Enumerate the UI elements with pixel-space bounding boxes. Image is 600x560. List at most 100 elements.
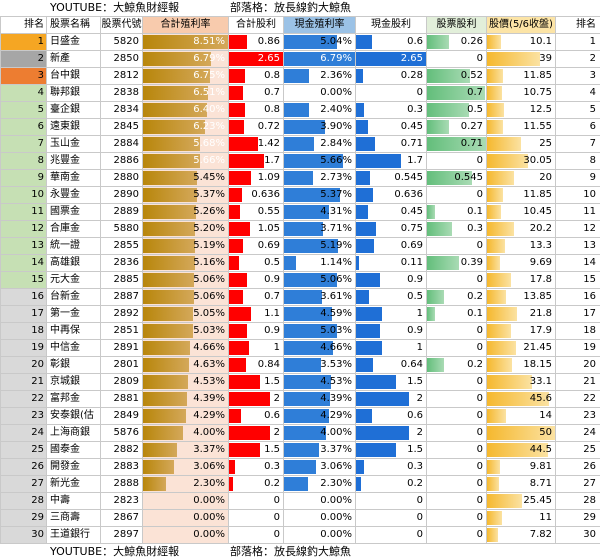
total-dividend-value: 1.5	[264, 442, 280, 458]
cash-dividend-cell: 0.9	[356, 272, 427, 289]
total-yield-cell: 8.51%	[143, 34, 229, 51]
stock-dividend-value: 0	[477, 187, 483, 203]
rank-cell: 26	[1, 459, 47, 476]
price-bar	[487, 528, 498, 542]
stock-dividend-bar	[427, 307, 435, 321]
total-dividend-cell: 1.42	[229, 136, 284, 153]
price-cell: 10.1	[487, 34, 556, 51]
header-row: 排名 股票名稱 股票代號 合計殖利率 合計股利 現金殖利率 現金股利 股票股利 …	[1, 17, 600, 34]
stock-dividend-bar	[427, 358, 444, 372]
cash-dividend-cell: 0.9	[356, 323, 427, 340]
cash-yield-value: 2.36%	[320, 68, 352, 84]
total-dividend-cell: 0.7	[229, 85, 284, 102]
stock-dividend-cell: 0	[427, 391, 487, 408]
rank-right: 15	[556, 272, 600, 289]
total-dividend-value: 0.5	[264, 255, 280, 271]
stock-code: 2882	[101, 442, 143, 459]
price-value: 11.85	[523, 187, 552, 203]
stock-dividend-value: 0	[477, 493, 483, 509]
total-dividend-cell: 2.65	[229, 51, 284, 68]
price-value: 50	[539, 425, 552, 441]
cash-yield-cell: 6.79%	[284, 51, 356, 68]
rank-right: 21	[556, 374, 600, 391]
cash-dividend-cell: 2	[356, 425, 427, 442]
total-dividend-value: 0.8	[264, 102, 280, 118]
rank-cell: 1	[1, 34, 47, 51]
stock-dividend-cell: 0.5	[427, 102, 487, 119]
stock-name: 三商壽	[47, 510, 101, 527]
cash-yield-value: 5.19%	[320, 238, 352, 254]
stock-code: 2883	[101, 459, 143, 476]
price-bar	[487, 358, 512, 372]
total-yield-value: 5.20%	[193, 221, 225, 237]
price-value: 10.45	[523, 204, 552, 220]
stock-dividend-value: 0	[477, 272, 483, 288]
stock-code: 2888	[101, 476, 143, 493]
price-cell: 14	[487, 408, 556, 425]
cash-dividend-bar	[356, 358, 373, 372]
total-yield-value: 5.06%	[193, 289, 225, 305]
cash-yield-value: 4.39%	[320, 391, 352, 407]
cash-dividend-value: 0.2	[407, 476, 423, 492]
rank-right: 28	[556, 493, 600, 510]
cash-dividend-cell: 0.64	[356, 357, 427, 374]
rank-right: 5	[556, 102, 600, 119]
total-yield-value: 8.51%	[193, 34, 225, 50]
stock-dividend-bar	[427, 205, 435, 219]
total-dividend-cell: 1.05	[229, 221, 284, 238]
stock-dividend-value: 0.39	[461, 255, 483, 271]
stock-dividend-value: 0.27	[461, 119, 483, 135]
total-dividend-cell: 1.1	[229, 306, 284, 323]
total-dividend-cell: 0	[229, 510, 284, 527]
price-bar	[487, 222, 514, 236]
price-bar	[487, 137, 521, 151]
price-cell: 33.1	[487, 374, 556, 391]
total-yield-bar	[143, 426, 183, 440]
price-cell: 44.5	[487, 442, 556, 459]
stock-dividend-value: 0.26	[461, 34, 483, 50]
cash-yield-value: 5.04%	[320, 34, 352, 50]
total-dividend-value: 0.9	[264, 272, 280, 288]
stock-dividend-cell: 0.1	[427, 306, 487, 323]
total-yield-bar	[143, 171, 197, 185]
stock-name: 王道銀行	[47, 527, 101, 544]
stock-code: 5880	[101, 221, 143, 238]
stock-dividend-cell: 0	[427, 459, 487, 476]
total-dividend-bar	[229, 375, 260, 389]
price-cell: 25.45	[487, 493, 556, 510]
cash-dividend-value: 0.45	[401, 204, 423, 220]
total-yield-value: 5.66%	[193, 153, 225, 169]
cash-dividend-bar	[356, 239, 374, 253]
cash-dividend-value: 0	[417, 493, 423, 509]
total-dividend-cell: 2	[229, 425, 284, 442]
rank-right: 29	[556, 510, 600, 527]
total-yield-cell: 4.39%	[143, 391, 229, 408]
cash-dividend-bar	[356, 154, 401, 168]
cash-yield-cell: 5.06%	[284, 272, 356, 289]
stock-dividend-value: 0	[477, 459, 483, 475]
header-total-yield: 合計殖利率	[143, 17, 229, 34]
cash-yield-cell: 0.00%	[284, 510, 356, 527]
price-bar	[487, 188, 503, 202]
cash-yield-cell: 0.00%	[284, 85, 356, 102]
cash-yield-cell: 0.00%	[284, 493, 356, 510]
cash-yield-cell: 5.66%	[284, 153, 356, 170]
stock-dividend-cell: 0.27	[427, 119, 487, 136]
stock-dividend-cell: 0.1	[427, 204, 487, 221]
stock-dividend-value: 0	[477, 408, 483, 424]
price-bar	[487, 86, 502, 100]
rank-right: 13	[556, 238, 600, 255]
total-dividend-cell: 0.9	[229, 272, 284, 289]
cash-dividend-cell: 0.71	[356, 136, 427, 153]
cash-yield-bar	[284, 290, 322, 304]
total-yield-bar	[143, 205, 196, 219]
rank-cell: 27	[1, 476, 47, 493]
stock-code: 2809	[101, 374, 143, 391]
cash-yield-cell: 3.61%	[284, 289, 356, 306]
youtube-label: YOUTUBE：大鯨魚財經報	[0, 0, 230, 16]
